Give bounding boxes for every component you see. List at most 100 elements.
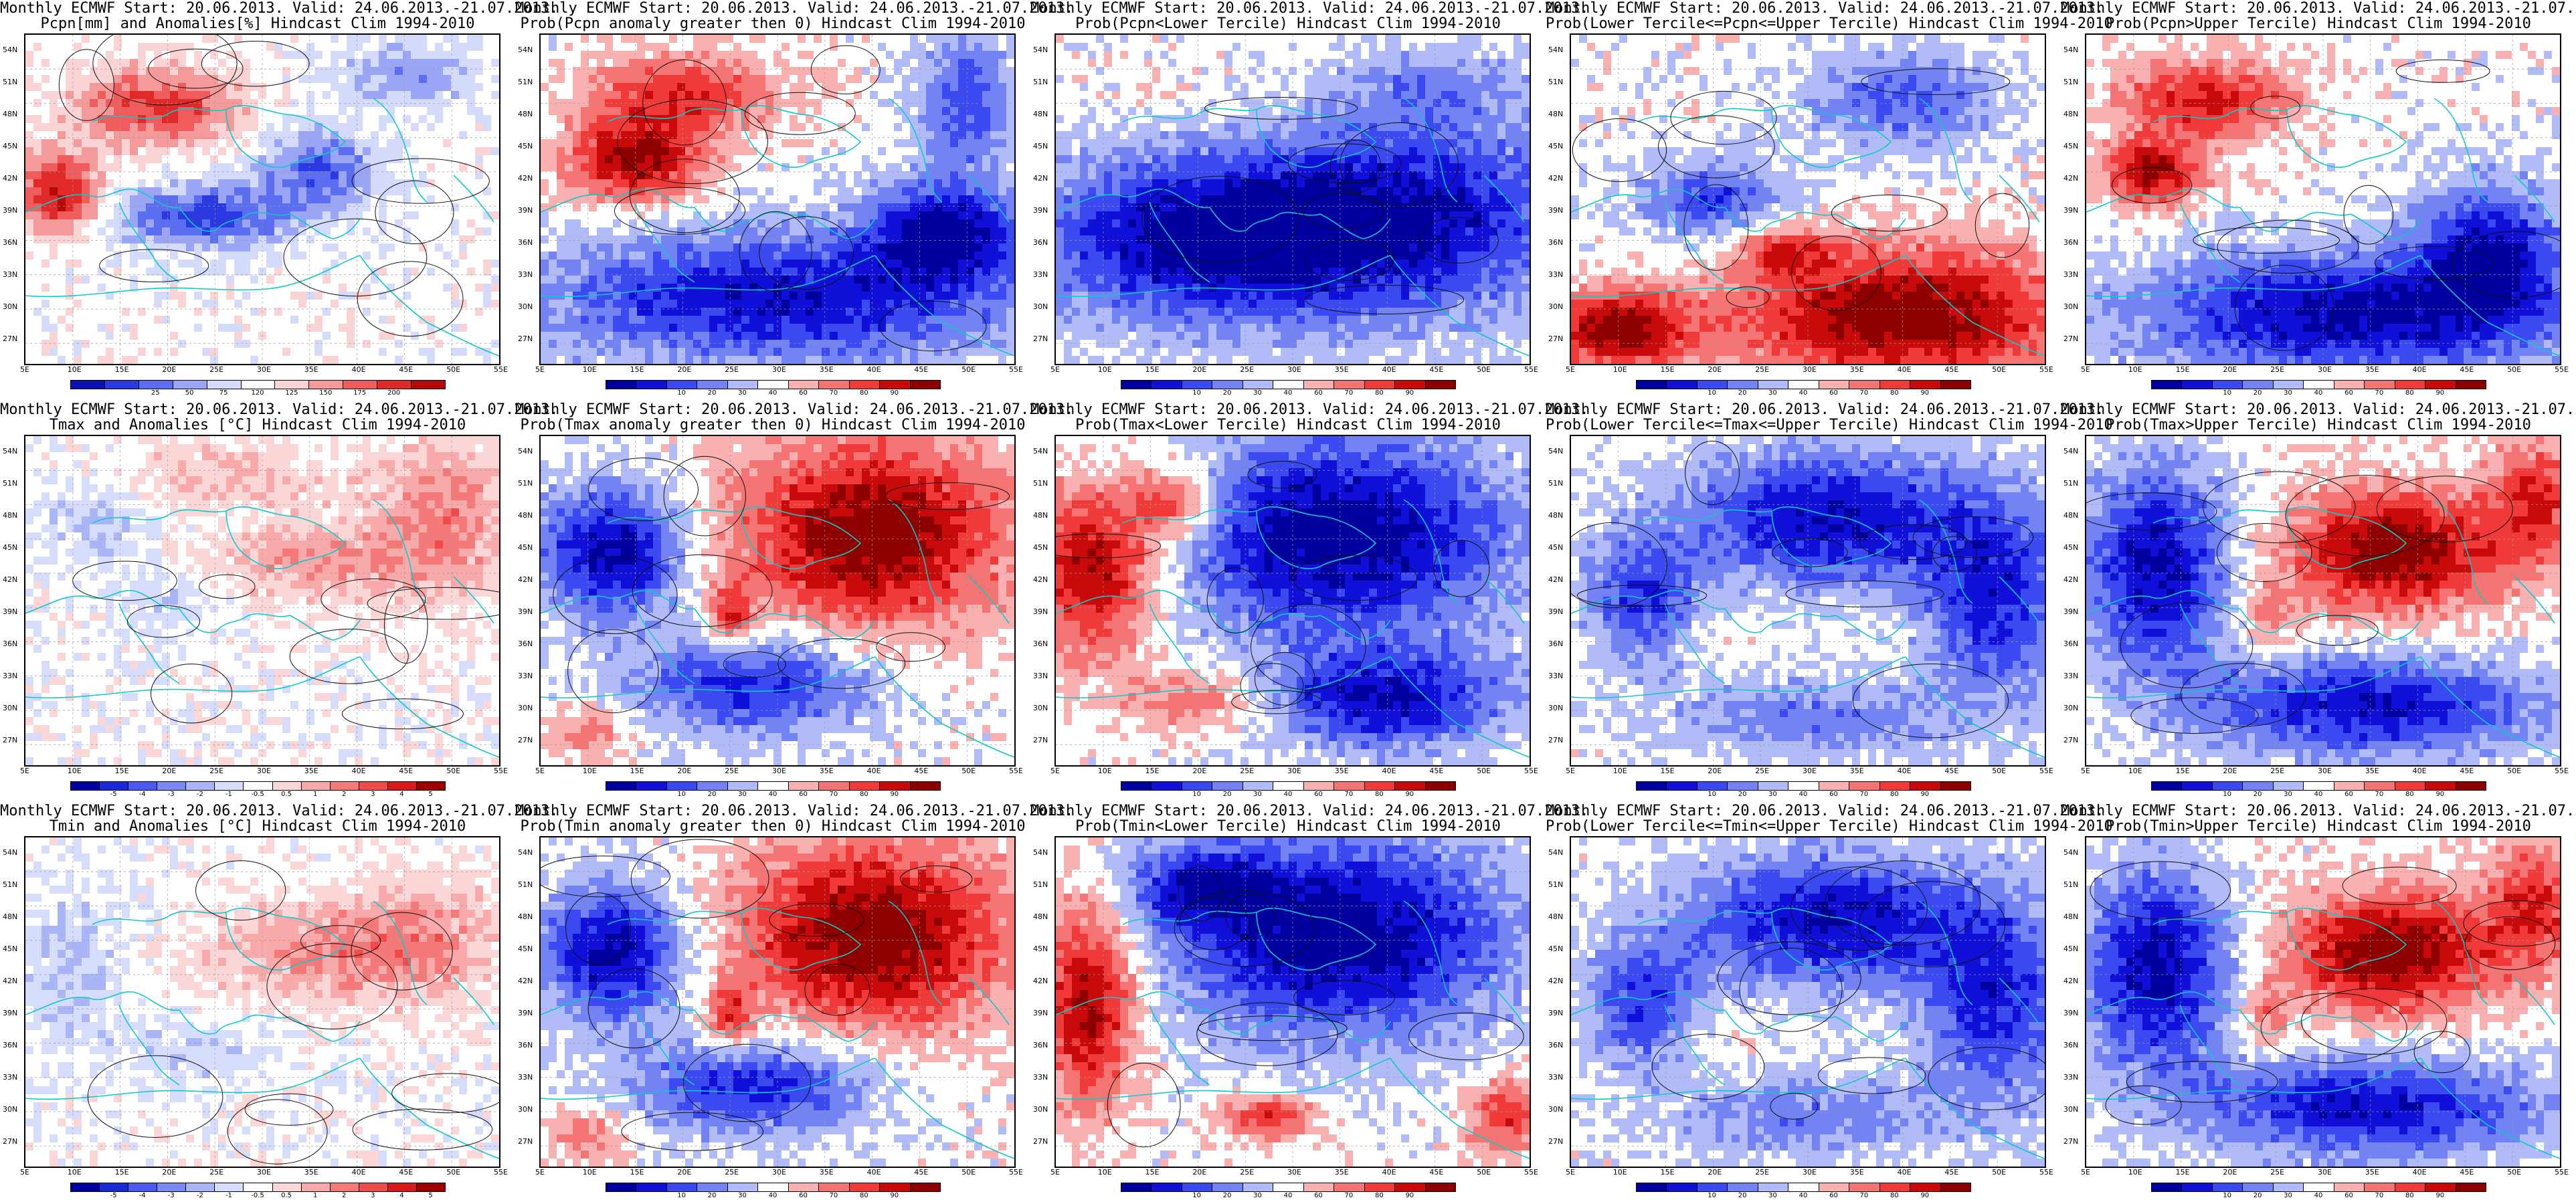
field-cell	[982, 147, 991, 156]
field-cell	[170, 348, 179, 357]
field-cell	[565, 179, 573, 188]
field-cell	[339, 187, 347, 196]
field-cell	[130, 59, 139, 68]
field-cell	[822, 235, 830, 244]
field-cell	[838, 356, 846, 364]
field-cell	[41, 276, 50, 284]
field-cell	[950, 292, 959, 300]
field-cell	[250, 203, 259, 212]
field-cell	[709, 35, 718, 43]
field-cell	[798, 147, 806, 156]
field-cell	[830, 59, 838, 68]
field-cell	[339, 179, 347, 188]
field-cell	[926, 356, 935, 364]
field-cell	[395, 43, 403, 52]
field-cell	[50, 115, 58, 124]
field-cell	[226, 187, 235, 196]
field-cell	[218, 131, 227, 140]
field-cell	[934, 83, 943, 92]
field-cell	[210, 43, 219, 52]
field-cell	[565, 252, 573, 260]
field-cell	[709, 83, 718, 92]
field-cell	[162, 300, 171, 308]
field-cell	[146, 147, 155, 156]
field-cell	[66, 187, 74, 196]
field-cell	[541, 316, 549, 324]
field-cell	[491, 163, 499, 172]
field-cell	[942, 300, 951, 308]
field-cell	[998, 284, 1007, 292]
field-cell	[549, 235, 557, 244]
field-cell	[1006, 308, 1014, 316]
field-cell	[693, 51, 702, 60]
field-cell	[942, 187, 951, 196]
field-cell	[122, 91, 130, 100]
field-cell	[621, 75, 630, 84]
field-cell	[846, 340, 854, 348]
field-cell	[467, 43, 476, 52]
field-cell	[942, 51, 951, 60]
field-cell	[918, 332, 927, 340]
field-cell	[934, 163, 943, 172]
field-cell	[990, 340, 999, 348]
field-cell	[50, 243, 58, 252]
field-cell	[549, 99, 557, 108]
field-cell	[886, 300, 895, 308]
field-cell	[427, 83, 436, 92]
field-cell	[66, 59, 74, 68]
field-cell	[154, 139, 163, 148]
field-cell	[459, 219, 468, 228]
field-cell	[685, 123, 694, 132]
field-cell	[557, 243, 565, 252]
field-cell	[25, 211, 34, 220]
field-cell	[459, 147, 468, 156]
field-cell	[685, 227, 694, 236]
field-cell	[910, 356, 919, 364]
field-cell	[693, 171, 702, 180]
field-cell	[790, 83, 798, 92]
field-cell	[950, 35, 959, 43]
field-cell	[854, 292, 862, 300]
field-cell	[637, 195, 646, 204]
field-cell	[323, 83, 331, 92]
field-cell	[982, 243, 991, 252]
field-cell	[467, 243, 476, 252]
field-cell	[950, 340, 959, 348]
field-cell	[483, 340, 492, 348]
field-cell	[998, 227, 1007, 236]
field-cell	[838, 300, 846, 308]
field-cell	[146, 340, 155, 348]
field-cell	[677, 195, 686, 204]
field-cell	[621, 107, 630, 116]
field-cell	[347, 308, 355, 316]
field-cell	[347, 99, 355, 108]
field-cell	[749, 67, 758, 76]
field-cell	[934, 308, 943, 316]
field-cell	[573, 51, 581, 60]
field-cell	[990, 324, 999, 332]
field-cell	[210, 211, 219, 220]
field-cell	[194, 340, 203, 348]
field-cell	[170, 252, 179, 260]
field-cell	[427, 340, 436, 348]
field-cell	[387, 195, 395, 204]
field-cell	[387, 300, 395, 308]
field-cell	[958, 171, 967, 180]
contour-line	[283, 218, 428, 297]
field-cell	[838, 171, 846, 180]
field-cell	[565, 300, 573, 308]
field-cell	[806, 356, 814, 364]
field-cell	[387, 123, 395, 132]
field-cell	[130, 75, 139, 84]
field-cell	[998, 332, 1007, 340]
field-cell	[210, 195, 219, 204]
field-cell	[709, 131, 718, 140]
field-cell	[693, 67, 702, 76]
field-cell	[266, 43, 275, 52]
field-cell	[106, 163, 114, 172]
field-cell	[958, 292, 967, 300]
field-cell	[210, 75, 219, 84]
field-cell	[138, 75, 147, 84]
field-cell	[1006, 292, 1014, 300]
field-cell	[475, 35, 484, 43]
